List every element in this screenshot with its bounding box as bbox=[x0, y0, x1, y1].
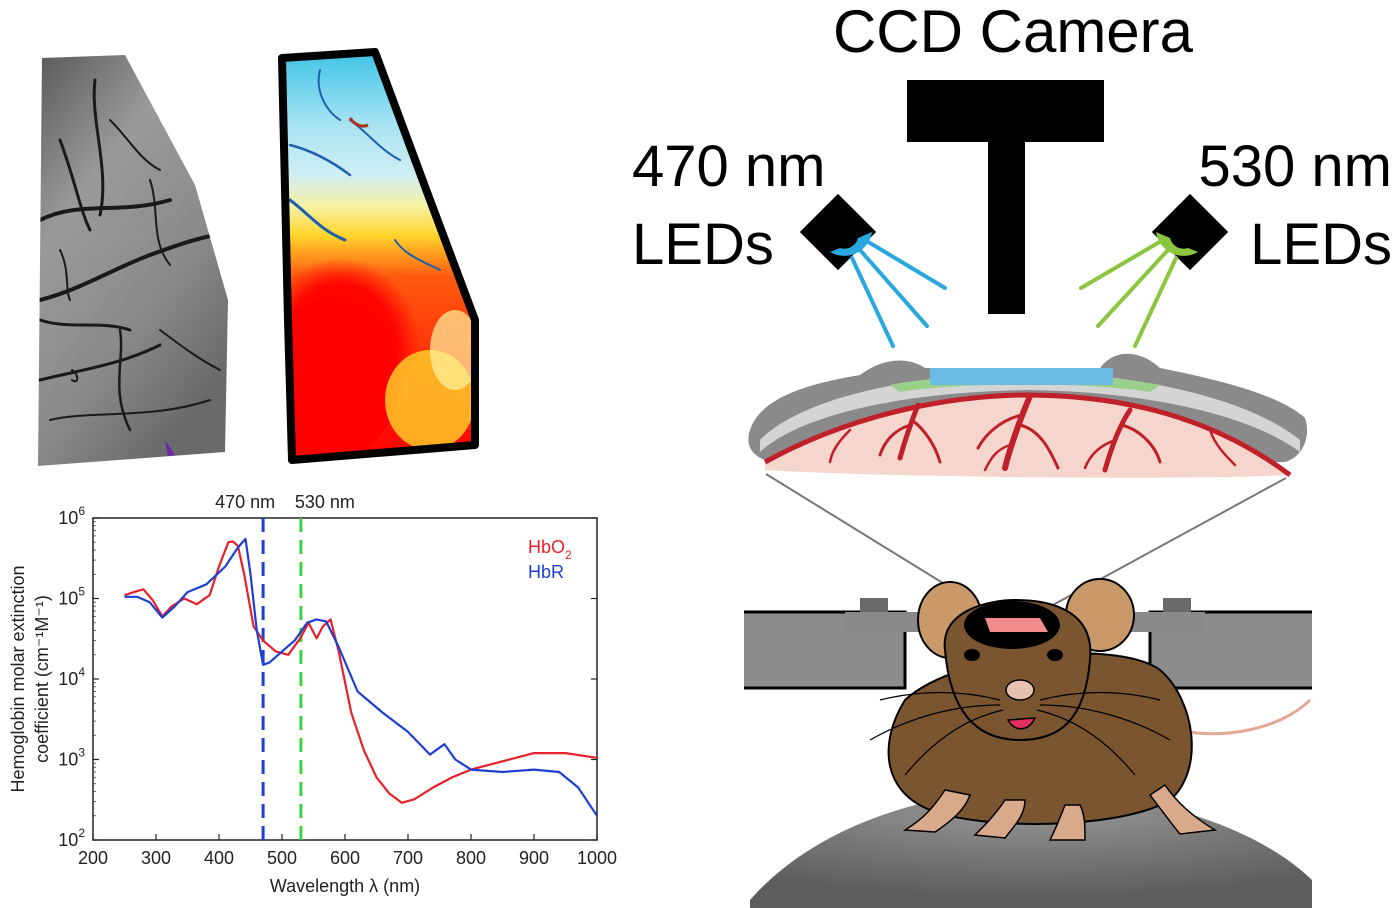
activation-heatmap-image bbox=[278, 48, 479, 464]
series-line-hbo bbox=[124, 540, 597, 804]
x-tick-label: 300 bbox=[141, 848, 171, 868]
x-tick-label: 200 bbox=[78, 848, 108, 868]
y-tick-label: 104 bbox=[58, 665, 85, 689]
legend-hbo2-sub: 2 bbox=[565, 548, 572, 562]
x-tick-label: 400 bbox=[204, 848, 234, 868]
wavelength-markers: 470 nm 530 nm bbox=[215, 492, 355, 840]
mouse-illustration bbox=[869, 578, 1312, 841]
led-left-wavelength: 470 nm bbox=[632, 134, 825, 199]
x-tick-label: 800 bbox=[456, 848, 486, 868]
y-axis-label-line1: Hemoglobin molar extinction bbox=[8, 565, 28, 792]
legend-hbr: HbR bbox=[528, 562, 564, 582]
x-axis-ticks: 200 300 400 500 600 700 800 900 1000 bbox=[78, 834, 617, 868]
x-tick-label: 600 bbox=[330, 848, 360, 868]
led-left-label: LEDs bbox=[632, 212, 774, 277]
legend: HbO2 HbR bbox=[528, 537, 572, 582]
extinction-spectrum-chart: 200 300 400 500 600 700 800 900 1000 10210310410… bbox=[8, 492, 617, 896]
green-led-icon bbox=[1079, 193, 1229, 348]
led-right-wavelength: 530 nm bbox=[1199, 134, 1392, 199]
legend-hbo2: HbO2 bbox=[528, 537, 572, 562]
ccd-camera-icon bbox=[907, 80, 1104, 314]
cortex-cross-section bbox=[748, 353, 1308, 478]
legend-hbo2-name: HbO bbox=[528, 537, 565, 557]
y-tick-label: 102 bbox=[58, 826, 85, 850]
led-right-label: LEDs bbox=[1250, 212, 1392, 277]
x-tick-label: 900 bbox=[519, 848, 549, 868]
y-tick-label: 105 bbox=[58, 585, 85, 609]
camera-title: CCD Camera bbox=[833, 0, 1194, 65]
y-tick-label: 103 bbox=[58, 746, 85, 770]
series-lines bbox=[124, 537, 597, 817]
y-axis-label-line2: coefficient (cm⁻¹M⁻¹) bbox=[32, 595, 52, 763]
grayscale-cortex-image bbox=[38, 55, 228, 466]
series-line-hbr bbox=[124, 537, 597, 817]
x-tick-label: 700 bbox=[393, 848, 423, 868]
y-axis-ticks: 102 103 104 105 106 bbox=[58, 504, 597, 850]
x-tick-label: 500 bbox=[267, 848, 297, 868]
projection-lines bbox=[765, 473, 1287, 613]
y-tick-label: 106 bbox=[58, 504, 85, 528]
marker-label-530: 530 nm bbox=[295, 492, 355, 512]
blue-led-icon bbox=[799, 193, 947, 348]
x-axis-label: Wavelength λ (nm) bbox=[270, 876, 420, 896]
marker-label-470: 470 nm bbox=[215, 492, 275, 512]
x-tick-label: 1000 bbox=[577, 848, 617, 868]
